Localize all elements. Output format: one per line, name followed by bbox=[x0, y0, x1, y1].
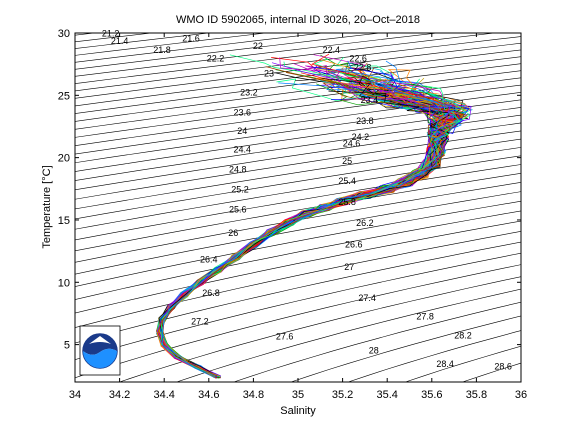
isopycnal-line bbox=[75, 70, 521, 130]
isopycnal-line bbox=[75, 147, 521, 220]
profile-line bbox=[157, 83, 451, 377]
isopycnal-line bbox=[75, 155, 521, 230]
isopycnal-line bbox=[75, 191, 521, 275]
isopycnal-label: 26.8 bbox=[202, 288, 220, 298]
x-tick-label: 34 bbox=[69, 389, 81, 401]
isopycnal-label: 22.8 bbox=[354, 62, 372, 72]
x-tick-label: 34.2 bbox=[109, 389, 130, 401]
isopycnal-line bbox=[75, 241, 521, 344]
isopycnal-line bbox=[75, 182, 521, 263]
x-tick-label: 35.8 bbox=[466, 389, 487, 401]
isopycnal-line bbox=[75, 231, 521, 328]
x-tick-label: 34.4 bbox=[153, 389, 174, 401]
y-tick-label: 10 bbox=[58, 277, 70, 289]
isopycnal-line bbox=[75, 63, 521, 122]
isopycnal-label: 28.4 bbox=[436, 359, 454, 369]
profile-line bbox=[161, 60, 458, 379]
y-tick-label: 15 bbox=[58, 215, 70, 227]
isopycnal-line bbox=[176, 288, 521, 382]
isopycnal-line bbox=[519, 381, 521, 382]
isopycnal-label: 25.6 bbox=[229, 205, 247, 215]
isopycnal-label: 26.6 bbox=[345, 239, 363, 249]
isopycnal-line bbox=[75, 172, 521, 252]
isopycnal-label: 23 bbox=[264, 69, 274, 79]
y-tick-label: 30 bbox=[58, 28, 70, 40]
isopycnal-label: 22.2 bbox=[207, 54, 225, 64]
isopycnal-label: 22.6 bbox=[349, 54, 367, 64]
profile-lines bbox=[156, 53, 473, 379]
isopycnal-line bbox=[75, 164, 521, 241]
x-tick-label: 35.6 bbox=[421, 389, 442, 401]
isopycnal-line bbox=[75, 264, 521, 379]
isopycnal-label: 28.6 bbox=[494, 362, 512, 372]
isopycnal-line bbox=[75, 56, 521, 114]
y-tick-label: 5 bbox=[64, 340, 70, 352]
isopycnal-label: 24.8 bbox=[229, 165, 247, 175]
y-tick-label: 25 bbox=[58, 90, 70, 102]
isopycnal-label: 27 bbox=[344, 262, 354, 272]
profile-line bbox=[158, 90, 450, 378]
isopycnal-label: 24.4 bbox=[234, 145, 252, 155]
x-axis-title: Salinity bbox=[280, 405, 316, 417]
x-axis-ticks: 34 34.2 34.4 34.6 34.8 35 35.2 35.4 35.6 35.8 36 bbox=[69, 33, 527, 401]
isopycnal-label: 26 bbox=[228, 228, 238, 238]
isopycnal-label: 26.2 bbox=[356, 218, 374, 228]
y-tick-label: 20 bbox=[58, 153, 70, 165]
profile-line bbox=[159, 98, 449, 378]
isopycnal-label: 23.2 bbox=[240, 87, 258, 97]
isopycnal-line bbox=[290, 315, 521, 382]
isopycnal-label: 21.2 bbox=[102, 29, 120, 39]
isopycnal-label: 28.2 bbox=[454, 330, 472, 340]
x-tick-label: 34.8 bbox=[243, 389, 264, 401]
isopycnal-label: 21.8 bbox=[153, 45, 171, 55]
isopycnal-line bbox=[119, 276, 521, 382]
isopycnal-label: 21.4 bbox=[111, 36, 129, 46]
isopycnal-labels: 21.221.4 21.6 21.8 22 22.2 22.4 22.622.8 23 23.2… bbox=[102, 29, 512, 372]
isopycnal-label: 25 bbox=[342, 156, 352, 166]
isopycnal-line bbox=[75, 49, 521, 107]
isopycnal-label: 24 bbox=[237, 126, 247, 136]
profile-line bbox=[157, 66, 451, 377]
isopycnal-label: 22 bbox=[253, 41, 263, 51]
y-axis-ticks: 5 10 15 20 25 30 bbox=[58, 28, 521, 352]
x-tick-label: 35 bbox=[292, 389, 304, 401]
chart-title: WMO ID 5902065, internal ID 3026, 20–Oct… bbox=[176, 14, 420, 26]
isopycnal-label: 24.2 bbox=[352, 132, 370, 142]
noaa-logo bbox=[79, 325, 121, 376]
isopycnal-label: 27.8 bbox=[416, 312, 434, 322]
profile-line bbox=[156, 57, 453, 378]
isopycnal-label: 27.4 bbox=[358, 293, 376, 303]
isopycnal-line bbox=[75, 252, 521, 360]
isopycnal-label: 23.4 bbox=[361, 95, 379, 105]
isopycnal-label: 27.6 bbox=[276, 332, 294, 342]
isopycnal-line bbox=[75, 138, 521, 210]
isopycnal-label: 22.4 bbox=[323, 45, 341, 55]
isopycnal-label: 28 bbox=[369, 345, 379, 355]
isopycnal-label: 23.8 bbox=[356, 116, 374, 126]
y-axis-title: Temperature [°C] bbox=[41, 165, 53, 248]
x-tick-label: 34.6 bbox=[198, 389, 219, 401]
isopycnal-lines bbox=[75, 33, 521, 382]
isopycnal-line bbox=[75, 42, 521, 99]
isopycnal-label: 25.2 bbox=[231, 185, 249, 195]
isopycnal-label: 27.2 bbox=[191, 317, 209, 327]
isopycnal-line bbox=[75, 84, 521, 147]
x-tick-label: 36 bbox=[515, 389, 527, 401]
plot-background bbox=[75, 33, 521, 382]
isopycnal-label: 25.8 bbox=[338, 197, 356, 207]
isopycnal-label: 25.4 bbox=[338, 176, 356, 186]
isopycnal-label: 24.6 bbox=[343, 138, 361, 148]
isopycnal-label: 26.4 bbox=[200, 254, 218, 264]
isopycnal-line bbox=[233, 301, 521, 382]
isopycnal-label: 21.6 bbox=[182, 34, 200, 44]
isopycnal-line bbox=[75, 200, 521, 287]
x-tick-label: 35.4 bbox=[376, 389, 397, 401]
isopycnal-label: 23.6 bbox=[234, 107, 252, 117]
x-tick-label: 35.2 bbox=[332, 389, 353, 401]
profile-line bbox=[160, 78, 471, 378]
